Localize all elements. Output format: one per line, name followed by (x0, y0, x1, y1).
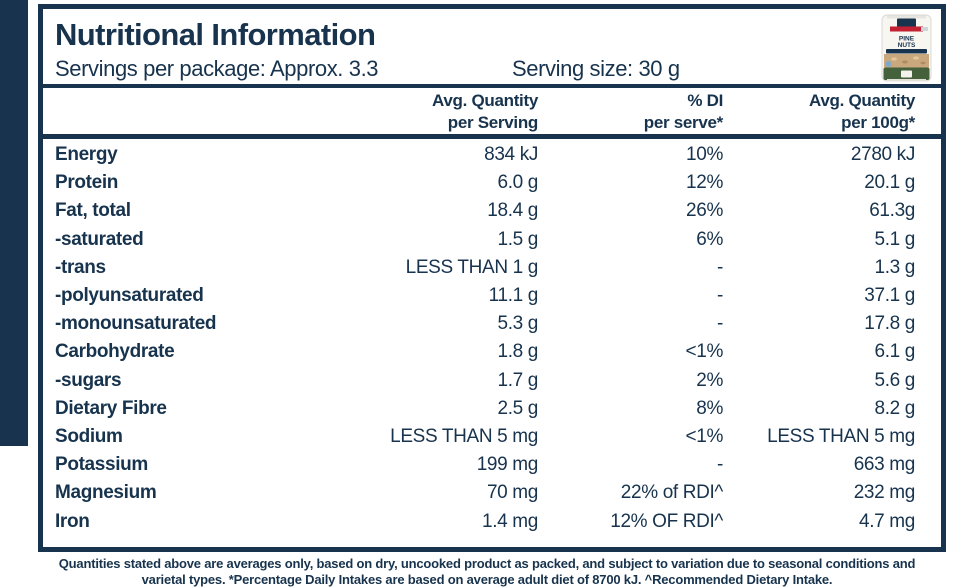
value-per-100g: 1.3 g (874, 256, 915, 278)
nutrient-name: Protein (55, 172, 119, 194)
column-header-per-100g: Avg. Quantity per 100g* (809, 91, 915, 132)
adjacent-image-edge (0, 0, 28, 446)
value-percent-di: <1% (685, 425, 723, 447)
bag-bottom-crimp (887, 79, 926, 82)
nutrient-name: Potassium (55, 454, 148, 476)
value-per-serving: LESS THAN 5 mg (390, 425, 538, 447)
value-per-100g: 4.7 mg (859, 510, 915, 532)
nutrient-name: Fat, total (55, 200, 131, 222)
value-per-100g: 8.2 g (874, 397, 915, 419)
table-row: -polyunsaturated 11.1 g - 37.1 g (55, 282, 915, 310)
footnote: Quantities stated above are averages onl… (0, 556, 974, 588)
value-per-serving: 18.4 g (487, 200, 538, 222)
value-percent-di: - (717, 285, 723, 307)
value-per-serving: 834 kJ (484, 144, 538, 166)
table-row: Carbohydrate 1.8 g <1% 6.1 g (55, 338, 915, 366)
page-title: Nutritional Information (55, 17, 376, 52)
value-per-100g: 232 mg (853, 482, 916, 504)
value-per-serving: 1.5 g (497, 228, 538, 250)
nutrition-label: Nutritional Information Servings per pac… (38, 4, 946, 552)
value-percent-di: 6% (696, 228, 723, 250)
value-per-serving: 70 mg (486, 482, 538, 504)
table-row: Dietary Fibre 2.5 g 8% 8.2 g (55, 395, 915, 423)
footnote-line-2: varietal types. *Percentage Daily Intake… (141, 572, 833, 587)
value-per-serving: 5.3 g (497, 313, 538, 335)
value-percent-di: - (717, 256, 723, 278)
table-row: Iron 1.4 mg 12% OF RDI^ 4.7 mg (55, 507, 915, 535)
nutrient-name: Magnesium (55, 482, 157, 504)
bag-text-line1: PINE (899, 36, 915, 43)
value-per-100g: 663 mg (853, 454, 916, 476)
value-per-serving: 11.1 g (488, 285, 539, 307)
table-row: -saturated 1.5 g 6% 5.1 g (55, 226, 915, 254)
value-per-serving: 1.7 g (497, 369, 538, 391)
value-percent-di: 12% (686, 172, 723, 194)
value-per-100g: 20.1 g (864, 172, 915, 194)
table-row: -sugars 1.7 g 2% 5.6 g (55, 367, 915, 395)
nutrient-name: Energy (55, 144, 118, 166)
value-per-100g: 6.1 g (874, 341, 915, 363)
footnote-line-1: Quantities stated above are averages onl… (58, 556, 916, 571)
value-per-100g: 61.3g (869, 200, 915, 222)
value-per-serving: 199 mg (476, 454, 539, 476)
bag-navy-band (886, 49, 927, 54)
value-per-serving: 1.8 g (497, 341, 538, 363)
value-per-100g: 5.1 g (874, 228, 915, 250)
value-per-100g: 2780 kJ (850, 144, 915, 166)
nutrient-name: Sodium (55, 425, 123, 447)
value-per-serving: LESS THAN 1 g (405, 256, 539, 278)
table-row: -monounsaturated 5.3 g - 17.8 g (55, 310, 915, 338)
nutrient-name: Iron (55, 510, 90, 532)
table-row: Energy 834 kJ 10% 2780 kJ (55, 141, 915, 169)
serving-info-row: Servings per package: Approx. 3.3 Servin… (55, 56, 941, 82)
column-header-spacer (55, 90, 328, 134)
table-row: -trans LESS THAN 1 g - 1.3 g (55, 254, 915, 282)
value-percent-di: 26% (686, 200, 723, 222)
value-per-100g: 17.8 g (864, 313, 915, 335)
value-percent-di: 10% (686, 144, 723, 166)
table-row: Magnesium 70 mg 22% of RDI^ 232 mg (55, 479, 915, 507)
label-header: Nutritional Information Servings per pac… (43, 9, 941, 88)
value-percent-di: 2% (696, 369, 723, 391)
table-column-headers: Avg. Quantity per Serving % DI per serve… (43, 88, 941, 139)
value-percent-di: - (717, 454, 723, 476)
bag-text-line2: NUTS (898, 42, 916, 49)
bag-badge (885, 61, 892, 67)
value-per-100g: 5.6 g (874, 369, 915, 391)
value-per-serving: 6.0 g (497, 172, 538, 194)
column-header-percent-di: % DI per serve* (643, 91, 724, 132)
product-image: PINE NUTS (880, 13, 933, 84)
value-per-100g: LESS THAN 5 mg (767, 425, 915, 447)
nutrient-name: -trans (55, 256, 106, 278)
nutrient-name: -monounsaturated (55, 313, 217, 335)
servings-per-package-text: Servings per package: Approx. 3.3 (55, 56, 379, 81)
bag-red-ribbon (890, 26, 923, 32)
nutrient-name: -saturated (55, 228, 144, 250)
value-per-serving: 2.5 g (497, 397, 538, 419)
nutrition-table-body: Energy 834 kJ 10% 2780 kJ Protein 6.0 g … (43, 139, 941, 536)
nutrient-name: Carbohydrate (55, 341, 175, 363)
value-percent-di: 12% OF RDI^ (610, 510, 723, 532)
table-row: Sodium LESS THAN 5 mg <1% LESS THAN 5 mg (55, 423, 915, 451)
serving-size-text: Serving size: 30 g (512, 56, 680, 81)
value-percent-di: 22% of RDI^ (620, 482, 724, 504)
nutrient-name: -polyunsaturated (55, 285, 204, 307)
column-header-per-serving: Avg. Quantity per Serving (432, 91, 538, 132)
value-per-serving: 1.4 mg (482, 510, 538, 532)
nutrient-name: -sugars (55, 369, 122, 391)
table-row: Protein 6.0 g 12% 20.1 g (55, 169, 915, 197)
bag-top-crimp (887, 15, 926, 19)
value-per-100g: 37.1 g (864, 285, 915, 307)
table-row: Potassium 199 mg - 663 mg (55, 451, 915, 479)
value-percent-di: - (717, 313, 723, 335)
nutrient-name: Dietary Fibre (55, 397, 167, 419)
value-percent-di: <1% (685, 341, 723, 363)
pine-nuts-bag-icon: PINE NUTS (881, 14, 932, 82)
bag-brand-label (897, 18, 916, 29)
value-percent-di: 8% (696, 397, 723, 419)
table-row: Fat, total 18.4 g 26% 61.3g (55, 197, 915, 225)
